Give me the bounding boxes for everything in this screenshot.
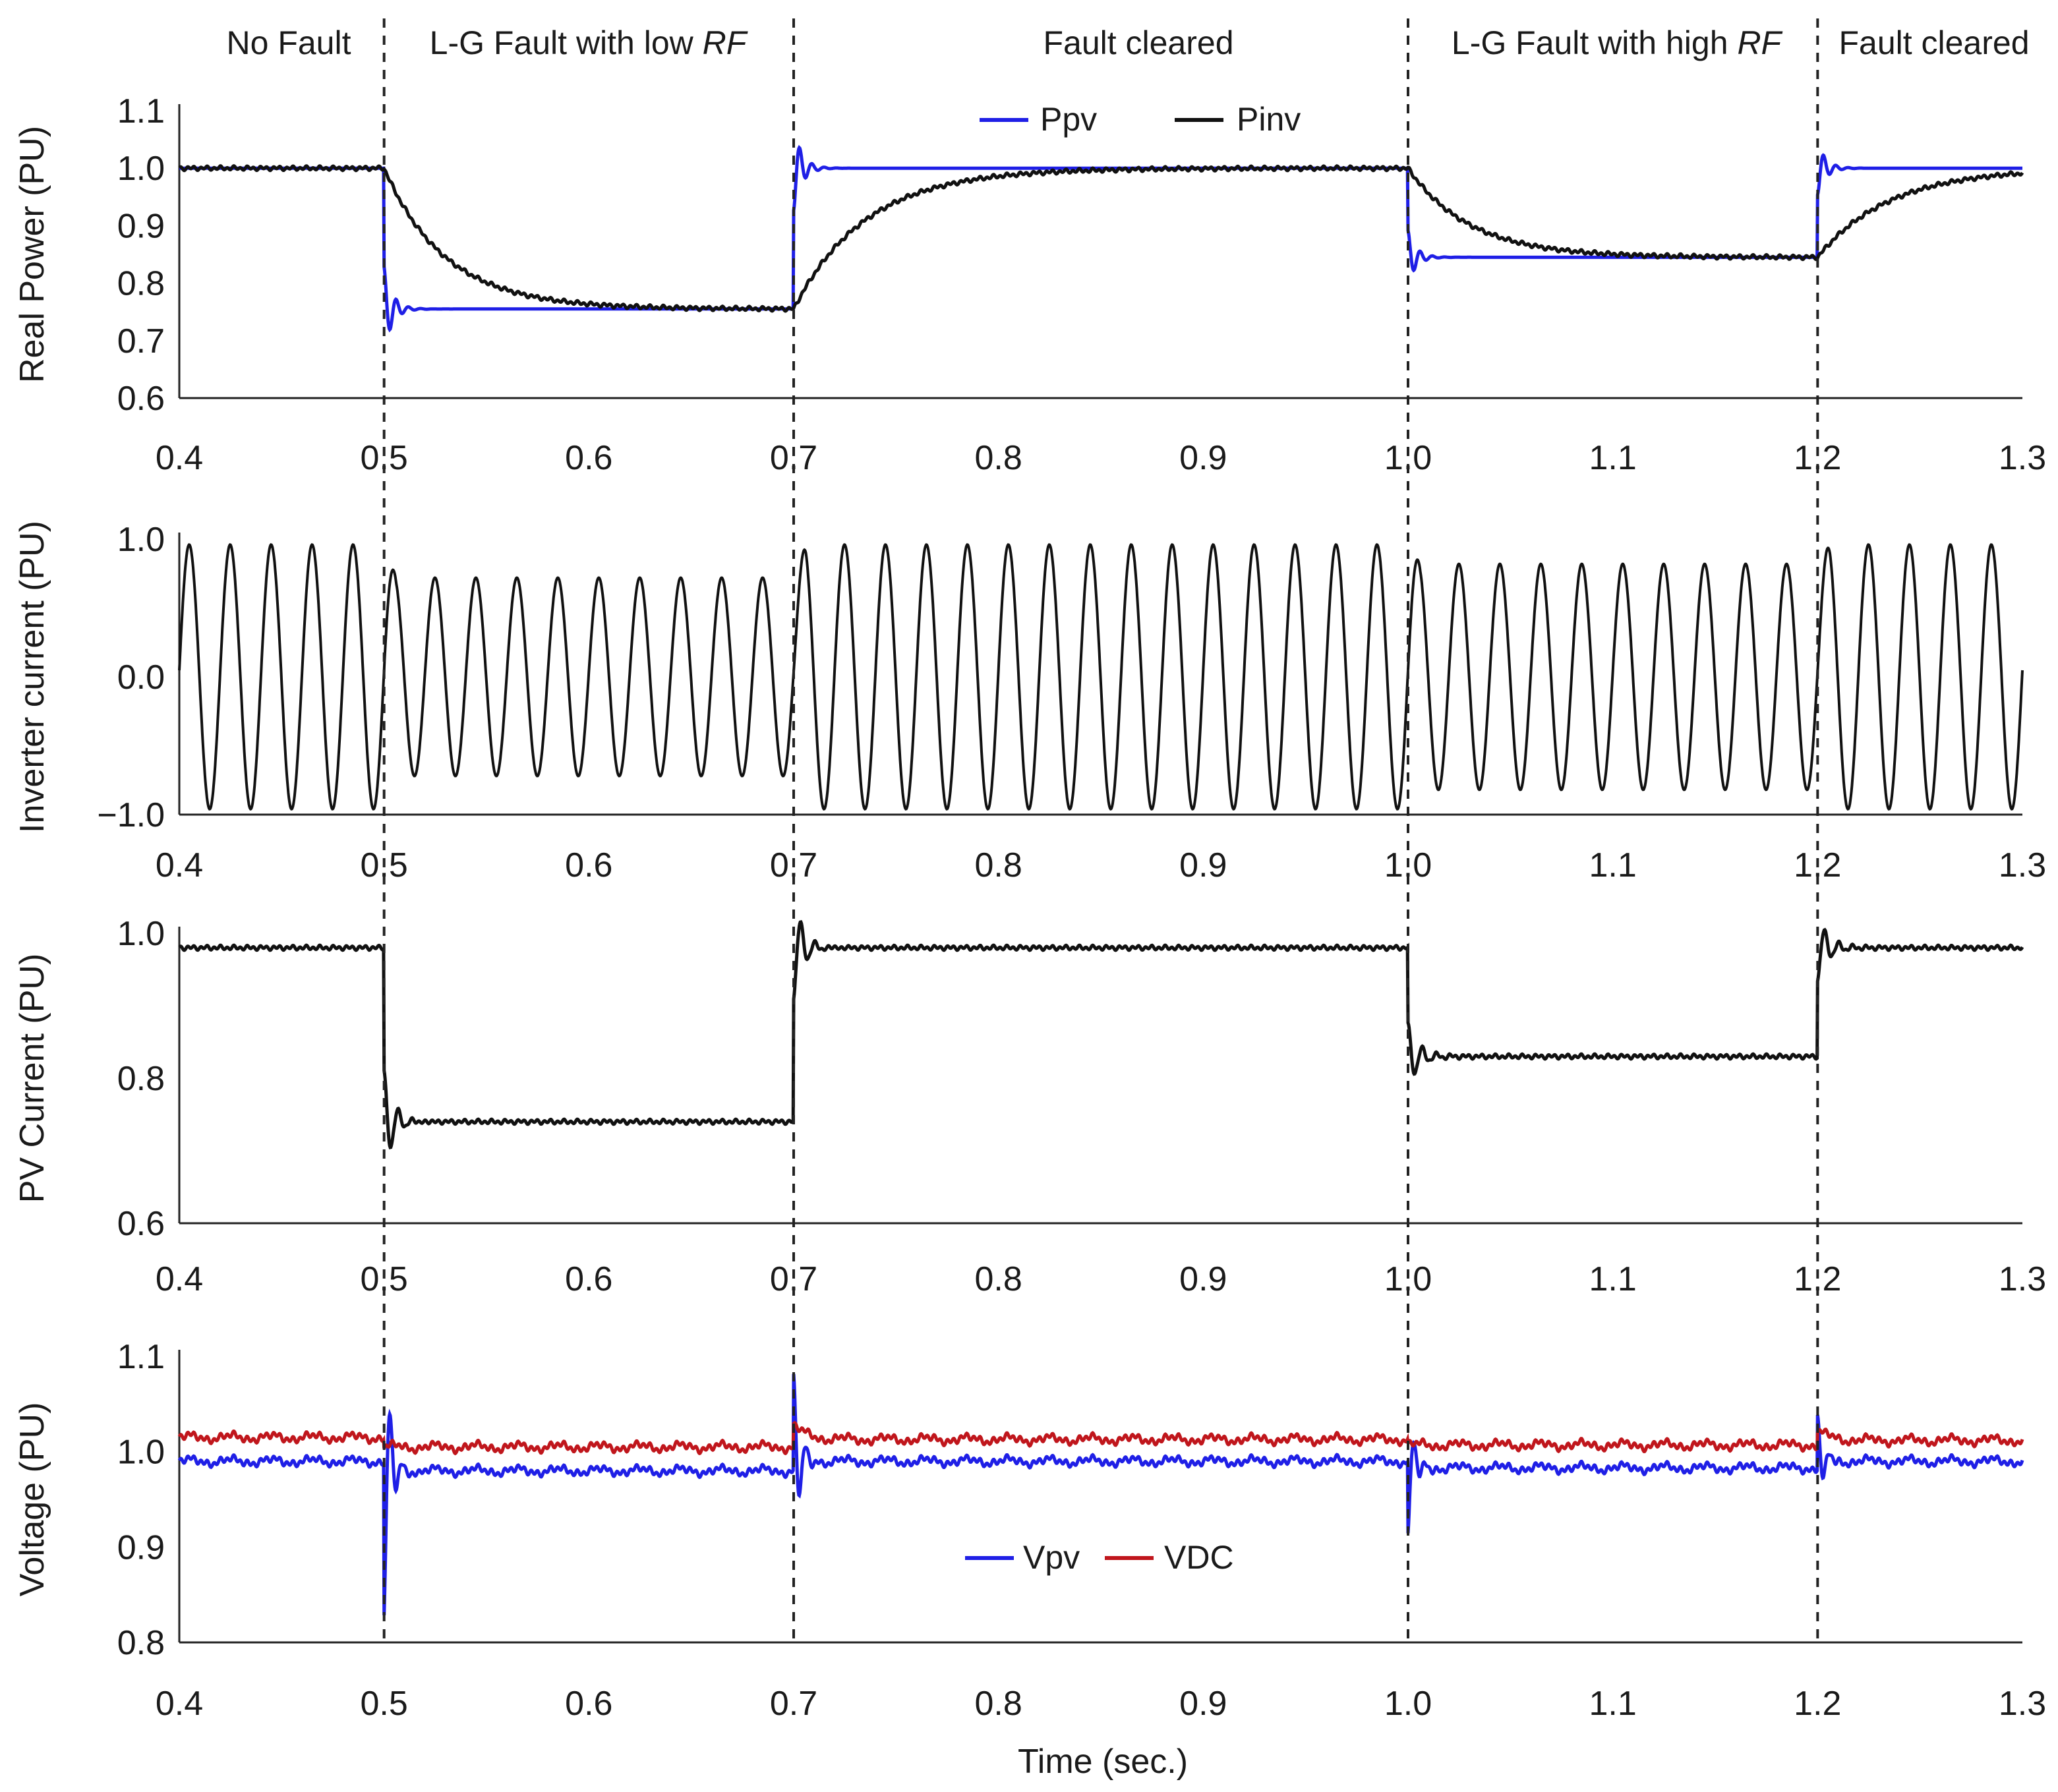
- series-line-ipv: [178, 919, 2024, 1149]
- x-tick-label: 0.7: [770, 1685, 817, 1723]
- series-line-ppv: [179, 144, 2022, 333]
- legend-voltage: Vpv VDC: [965, 1539, 1234, 1576]
- panel-3: 0.60.81.00.4 0.5 0.6 0.7 0.8 0.9 1.0 1.1 1.2 1.3P…: [13, 915, 2046, 1298]
- x-tick-label: 0.8: [975, 439, 1022, 477]
- y-axis-title: PV Current (PU): [13, 954, 51, 1203]
- y-tick-label: 0.8: [117, 265, 165, 303]
- series-line-vdc: [177, 1420, 2024, 1456]
- region-label-cleared-2: Fault cleared: [1838, 24, 2029, 61]
- y-tick-label: 1.0: [117, 521, 165, 559]
- y-tick-label: 0.7: [117, 322, 165, 361]
- y-tick-label: 1.0: [117, 915, 165, 953]
- x-tick-label: 1.1: [1589, 1260, 1637, 1298]
- x-tick-label: 1.3: [1999, 1685, 2046, 1723]
- x-tick-label: 0.8: [975, 846, 1022, 884]
- y-tick-label: 0.9: [117, 1528, 165, 1567]
- region-label-lg-low: L-G Fault with low RF: [430, 24, 748, 61]
- y-axis-title: Voltage (PU): [13, 1402, 51, 1597]
- series-line-iinv: [178, 543, 2024, 811]
- y-tick-label: −1.0: [97, 796, 165, 834]
- x-tick-label: 0.9: [1179, 439, 1227, 477]
- y-tick-label: 1.0: [117, 150, 165, 188]
- region-label-lg-high-text: L-G Fault with high: [1452, 24, 1738, 61]
- x-tick-label: 0.8: [975, 1260, 1022, 1298]
- region-label-no-fault: No Fault: [227, 24, 351, 61]
- y-tick-label: 0.0: [117, 658, 165, 697]
- event-guides: [382, 18, 1819, 1642]
- y-tick-label: 0.8: [117, 1060, 165, 1098]
- region-label-cleared-1: Fault cleared: [1043, 24, 1233, 61]
- x-tick-label: 0.9: [1179, 846, 1227, 884]
- panel-2: −1.00.01.00.4 0.5 0.6 0.7 0.8 0.9 1.0 1.1 1.2 1.3…: [13, 521, 2046, 884]
- x-tick-label: 1.1: [1589, 439, 1637, 477]
- series-line-vpv: [177, 1373, 2024, 1615]
- x-tick-label: 0.4: [156, 439, 203, 477]
- x-tick-label: 1.2: [1794, 1685, 1841, 1723]
- y-axis-title: Inverter current (PU): [13, 521, 51, 833]
- series-line-pinv: [178, 164, 2024, 313]
- region-label-lg-high-rf: RF: [1737, 24, 1782, 61]
- x-tick-label: 0.6: [565, 1685, 612, 1723]
- x-tick-label: 1.3: [1999, 846, 2046, 884]
- x-tick-label: 1.3: [1999, 1260, 2046, 1298]
- y-tick-label: 0.6: [117, 380, 165, 418]
- x-tick-label: 0.6: [565, 439, 612, 477]
- region-label-lg-low-rf: RF: [703, 24, 748, 61]
- legend-label-vpv: Vpv: [1023, 1539, 1080, 1576]
- x-tick-label: 0.8: [975, 1685, 1022, 1723]
- legend-label-vdc: VDC: [1164, 1539, 1234, 1576]
- panel-4: 0.8 0.9 1.0 1.1 0.4 0.5 0.6 0.7 0.8 0.9 1.0 1.1 1.2 1…: [13, 1338, 2046, 1723]
- x-tick-label: 0.4: [156, 1260, 203, 1298]
- region-label-lg-high: L-G Fault with high RF: [1452, 24, 1783, 61]
- x-tick-label: 0.4: [156, 846, 203, 884]
- x-tick-label: 1.1: [1589, 1685, 1637, 1723]
- x-axis-title: Time (sec.): [1018, 1743, 1188, 1781]
- y-axis-title: Real Power (PU): [13, 126, 51, 383]
- y-tick-label: 1.1: [117, 1338, 165, 1376]
- panels: 0.6 0.7 0.8 0.9 1.0 1.1 0.4 0.5 0.6 0.7 0.8 0.9 1.0 1…: [13, 92, 2046, 1723]
- y-tick-label: 1.0: [117, 1433, 165, 1472]
- x-tick-label: 1.1: [1589, 846, 1637, 884]
- x-tick-label: 0.6: [565, 846, 612, 884]
- legend-label-ppv: Ppv: [1040, 101, 1097, 138]
- x-tick-label: 1.3: [1999, 439, 2046, 477]
- legend-real-power: Ppv Pinv: [980, 101, 1301, 138]
- region-label-lg-low-text: L-G Fault with low: [430, 24, 703, 61]
- x-tick-label: 0.9: [1179, 1685, 1227, 1723]
- x-tick-label: 0.9: [1179, 1260, 1227, 1298]
- y-tick-label: 0.8: [117, 1624, 165, 1662]
- legend-label-pinv: Pinv: [1237, 101, 1301, 138]
- panel-1: 0.60.70.80.91.01.10.4 0.5 0.6 0.7 0.8 0.9 1.0 1…: [13, 92, 2046, 477]
- x-tick-label: 1.0: [1384, 1685, 1432, 1723]
- x-tick-label: 0.6: [565, 1260, 612, 1298]
- y-tick-label: 0.6: [117, 1205, 165, 1243]
- x-tick-label: 0.5: [361, 1685, 408, 1723]
- x-tick-label: 0.4: [156, 1685, 203, 1723]
- y-tick-label: 1.1: [117, 92, 165, 130]
- y-tick-label: 0.9: [117, 207, 165, 245]
